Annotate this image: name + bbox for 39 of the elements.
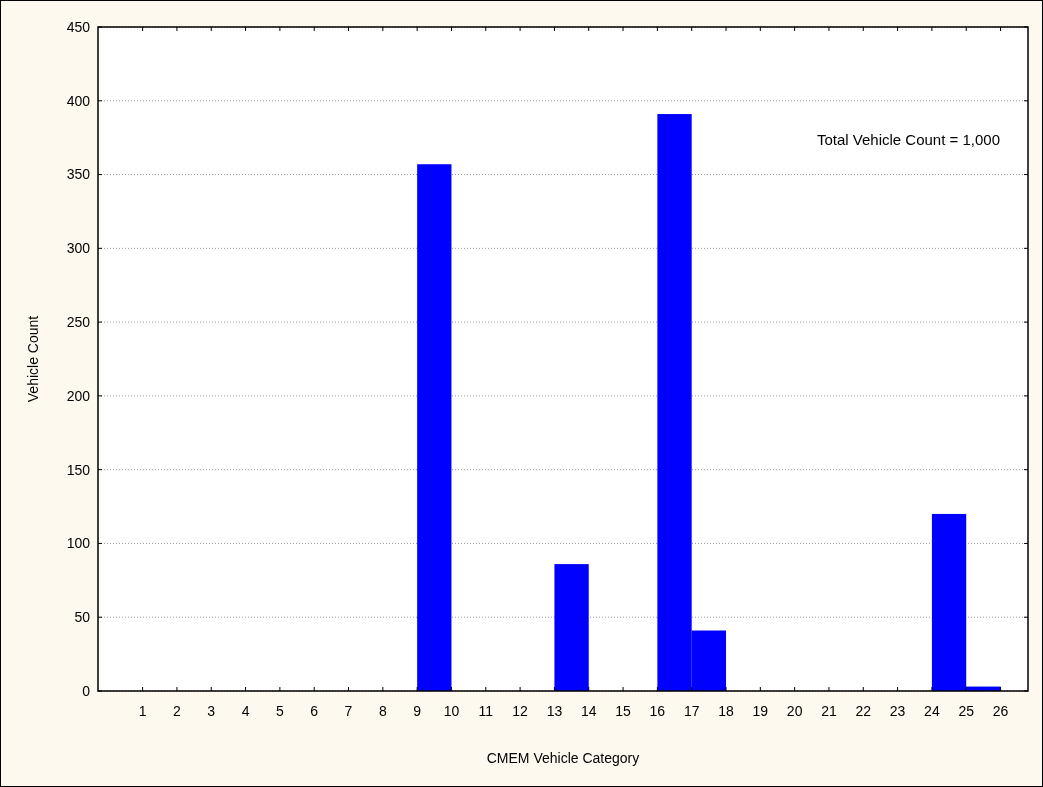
x-tick-label: 18 [718,703,734,719]
x-tick-label: 20 [786,703,803,719]
y-tick-label: 50 [74,609,91,626]
y-tick-label: 350 [66,166,91,183]
x-tick-label: 22 [855,703,872,719]
y-tick-label: 450 [66,18,91,35]
x-tick-label: 4 [241,703,250,719]
x-tick-label: 17 [683,703,700,719]
x-tick-label: 7 [344,703,353,719]
annotation: Total Vehicle Count = 1,000 [816,131,1000,148]
x-tick-label: 2 [173,703,182,719]
y-tick-label: 200 [66,387,91,404]
y-tick-label: 0 [82,682,91,699]
x-tick-label: 23 [889,703,906,719]
y-tick-label: 250 [66,314,91,331]
y-tick-label: 150 [66,461,91,478]
x-tick-label: 15 [615,703,632,719]
x-tick-label: 13 [546,703,563,719]
x-tick-label: 11 [478,703,494,719]
x-tick-label: 19 [752,703,769,719]
x-tick-label: 8 [378,703,387,719]
x-tick-label: 10 [443,703,460,719]
x-tick-label: 3 [207,703,216,719]
x-axis-title: CMEM Vehicle Category [486,750,640,766]
y-tick-label: 300 [66,240,91,257]
x-tick-label: 24 [924,703,940,719]
x-tick-label: 9 [413,703,422,719]
x-tick-label: 1 [138,703,147,719]
x-tick-label: 26 [992,703,1009,719]
x-tick-label: 21 [821,703,837,719]
x-tick-label: 5 [275,703,284,719]
x-tick-label: 25 [958,703,975,719]
y-tick-label: 100 [66,535,91,552]
x-tick-label: 14 [580,703,597,719]
x-tick-label: 12 [512,703,529,719]
y-axis-title: Vehicle Count [25,315,41,403]
x-tick-label: 16 [649,703,666,719]
x-tick-label: 6 [310,703,319,719]
y-tick-label: 400 [66,92,91,109]
